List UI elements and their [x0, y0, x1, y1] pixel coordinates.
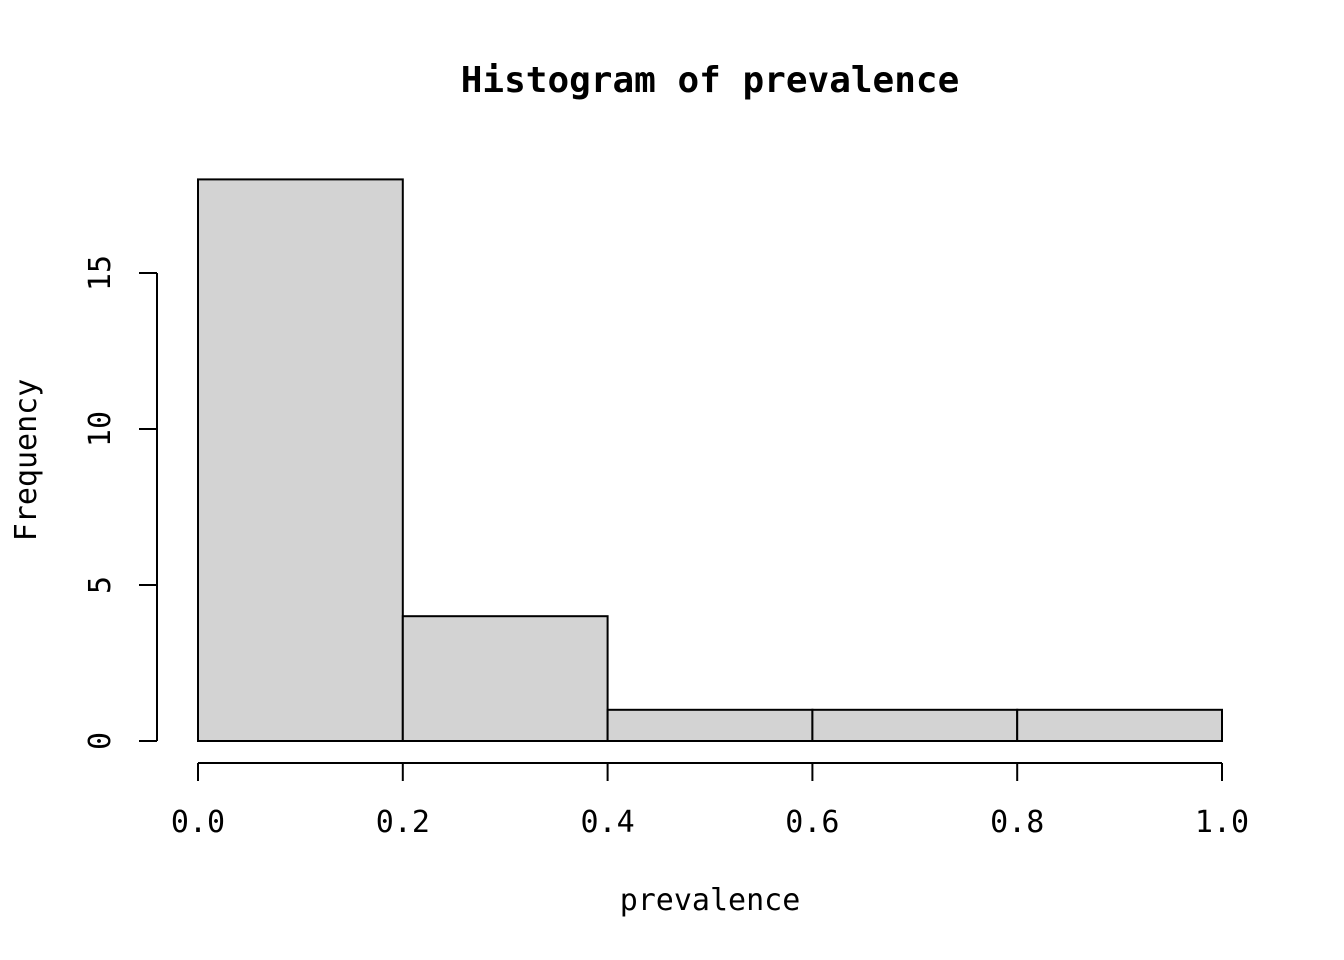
x-axis: 0.0 0.2 0.4 0.6 0.8 1.0 — [171, 762, 1249, 840]
x-axis-label: prevalence — [620, 883, 801, 918]
y-tick-label: 15 — [83, 255, 118, 291]
y-tick-label: 5 — [83, 576, 118, 594]
histogram-bar-4 — [811, 708, 1019, 742]
x-tick-label: 0.0 — [171, 805, 225, 840]
x-tick-label: 0.2 — [376, 805, 430, 840]
y-axis-label: Frequency — [9, 379, 44, 542]
y-tick-label: 10 — [83, 411, 118, 447]
x-tick-label: 0.4 — [581, 805, 635, 840]
bars-group — [197, 178, 1224, 743]
x-tick-label: 0.6 — [785, 805, 839, 840]
histogram-bar-5 — [1016, 708, 1224, 742]
chart-title: Histogram of prevalence — [461, 60, 960, 101]
histogram-bar-1 — [197, 178, 404, 742]
histogram-bar-3 — [606, 708, 814, 742]
y-axis: 0 5 10 15 — [83, 255, 158, 750]
x-tick-label: 1.0 — [1195, 805, 1249, 840]
x-tick-label: 0.8 — [990, 805, 1044, 840]
y-tick-label: 0 — [83, 732, 118, 750]
histogram-bar-2 — [401, 615, 609, 743]
